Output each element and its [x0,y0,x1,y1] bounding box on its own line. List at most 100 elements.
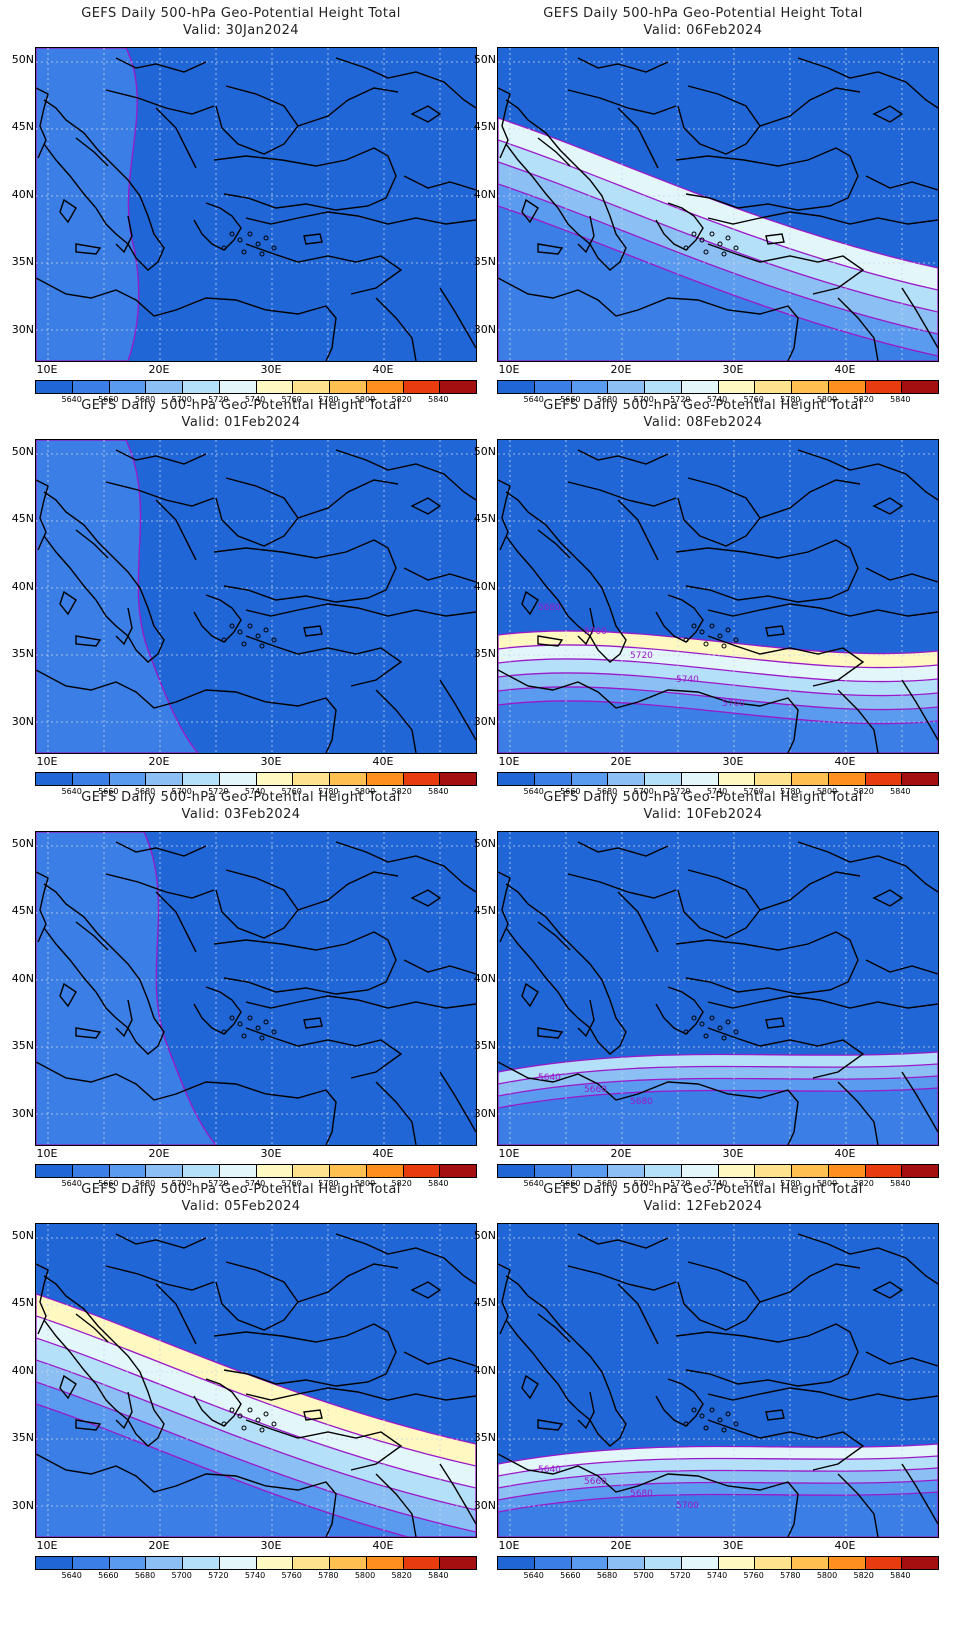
lat-label: 35N [11,1039,34,1052]
colorbar-label: 5640 [523,787,544,796]
colorbar-swatch [645,1165,682,1177]
coastline [115,449,207,465]
coastline [677,869,761,939]
coastline [759,1263,861,1303]
colorbar-label: 5660 [98,395,119,404]
colorbar-swatch [72,381,110,393]
island [263,1019,269,1025]
coastline [403,1351,476,1367]
coastline [901,287,938,349]
island [247,623,253,629]
map-panel-p8: GEFS Daily 500-hPa Geo-Potential Height … [462,1176,944,1586]
colorbar-swatch [755,381,792,393]
coastline [335,841,476,893]
coastline [707,1027,865,1079]
coastline [439,1071,476,1133]
coastline [577,1233,669,1249]
lon-label: 30E [260,755,282,768]
island [259,1035,265,1041]
coastline [36,669,337,753]
colorbar-label: 5700 [171,787,192,796]
coastline [577,215,595,254]
colorbar [35,1164,477,1178]
island [237,1021,243,1027]
coastline [707,603,938,617]
coastline [797,57,938,109]
coastline [410,105,442,123]
island [255,633,261,639]
colorbar-swatch [865,1557,903,1569]
island [247,1015,253,1021]
coastline [677,1261,761,1331]
colorbar-label: 5820 [853,1179,874,1188]
colorbar-swatch [792,381,829,393]
colorbar [497,1164,939,1178]
coastline [505,1275,627,1447]
coastline [43,883,165,1055]
contour-map [498,48,938,361]
island [691,1015,697,1021]
colorbar-swatch [534,773,572,785]
colorbar-label: 5720 [208,787,229,796]
coastline [655,1378,704,1427]
island [221,1029,227,1035]
coastline [410,889,442,907]
colorbar-swatch [902,773,938,785]
colorbar-label: 5760 [281,787,302,796]
island [721,1035,727,1041]
colorbar-swatch [865,381,903,393]
colorbar-swatch [828,773,866,785]
colorbar-label: 5760 [743,1179,764,1188]
colorbar-label: 5720 [208,1571,229,1580]
coastline [707,243,865,295]
island [683,637,689,643]
colorbar-label: 5840 [890,395,911,404]
island [237,237,243,243]
colorbar-swatch [219,381,257,393]
island [259,643,265,649]
colorbar-label: 5800 [816,1179,838,1188]
colorbar-swatch [571,773,609,785]
colorbar-swatch [718,1557,756,1569]
panel-valid-date: Valid: 10Feb2024 [643,807,763,822]
colorbar-swatch [792,1165,829,1177]
colorbar-label: 5820 [391,1571,412,1580]
colorbar-swatch [645,1557,682,1569]
lon-label: 20E [610,1147,632,1160]
coastline [872,497,904,515]
lat-label: 30N [11,1499,34,1512]
coastline [75,529,109,559]
island [241,249,247,255]
island [255,1025,261,1031]
colorbar-label: 5840 [428,1179,449,1188]
colorbar-label: 5740 [706,395,728,404]
island [709,1015,715,1021]
lat-label: 30N [11,323,34,336]
coastline [498,1453,799,1537]
coastline [655,202,704,251]
coastline [213,539,397,603]
coastline [797,449,938,501]
contour-label: 5680 [630,1097,653,1107]
panel-valid-date: Valid: 01Feb2024 [181,415,301,430]
panel-title-line: GEFS Daily 500-hPa Geo-Potential Height … [81,790,401,805]
lon-label: 30E [722,1539,744,1552]
coastline [498,479,511,551]
panel-valid-date: Valid: 03Feb2024 [181,807,301,822]
coastline [498,669,799,753]
coastline [675,539,859,603]
colorbar-swatch [498,1557,535,1569]
colorbar-label: 5680 [134,787,156,796]
colorbar-label: 5640 [523,1571,544,1580]
contour-band [498,1087,938,1145]
lon-label: 10E [36,363,58,376]
colorbar-label: 5680 [134,1571,156,1580]
contour-band [36,440,199,753]
island [733,637,739,643]
island [221,637,227,643]
colorbar-swatch [146,381,183,393]
colorbar-swatch [440,1557,476,1569]
colorbar-label: 5820 [853,395,874,404]
colorbar-swatch [36,381,73,393]
coastline [193,202,242,251]
